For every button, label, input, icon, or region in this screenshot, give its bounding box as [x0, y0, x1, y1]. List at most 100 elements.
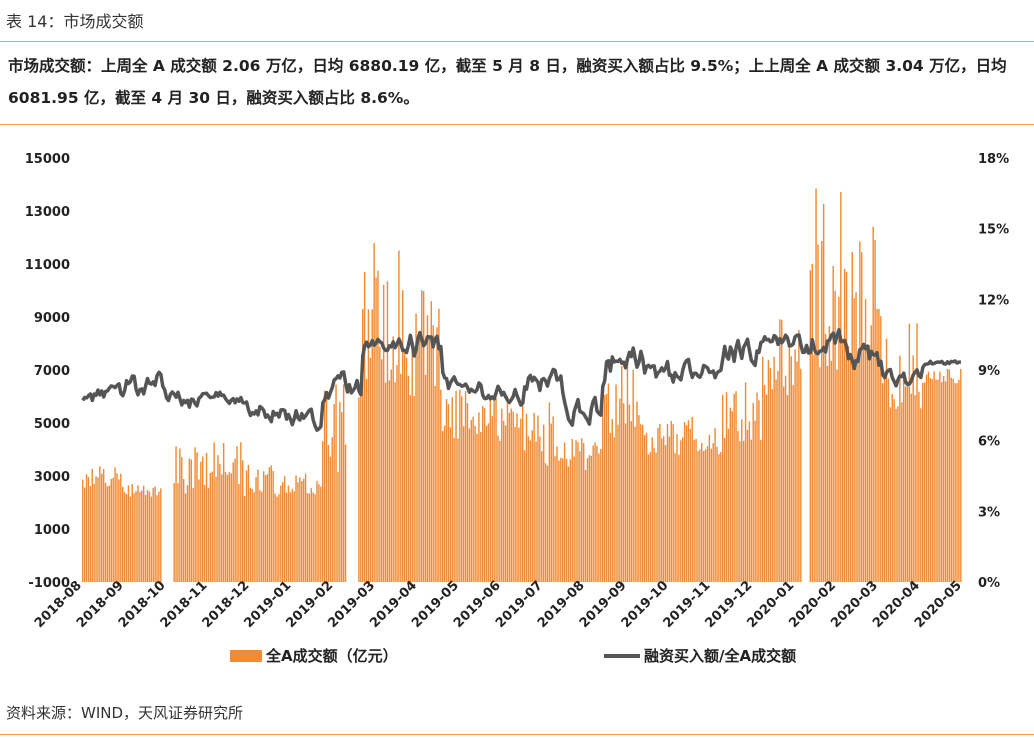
- bar: [575, 440, 577, 582]
- right-tick-label: 0%: [978, 576, 1000, 591]
- bar: [453, 437, 455, 582]
- bar: [910, 393, 912, 582]
- bar: [188, 458, 191, 582]
- bar: [396, 365, 398, 582]
- bar: [784, 375, 787, 582]
- bar: [870, 325, 872, 582]
- bar: [636, 401, 638, 582]
- bar: [605, 393, 608, 582]
- bar: [282, 482, 284, 582]
- divider-top: [0, 41, 1034, 42]
- bar: [653, 447, 655, 582]
- chart-area: -1000 1000 3000 5000 7000 9000 11000 13000 15000…: [0, 128, 1034, 688]
- bar: [209, 472, 212, 582]
- bar: [379, 346, 381, 582]
- bar: [851, 252, 853, 583]
- bar: [927, 371, 930, 582]
- bar: [245, 470, 248, 582]
- bar: [331, 437, 333, 582]
- bar: [762, 356, 764, 582]
- left-tick-label: -1000: [28, 576, 70, 591]
- bar: [914, 395, 916, 582]
- bar: [645, 432, 648, 582]
- bar: [659, 423, 661, 582]
- bar: [798, 329, 800, 582]
- bar: [821, 241, 823, 582]
- bar: [594, 442, 596, 582]
- bar: [291, 489, 293, 582]
- bar: [156, 495, 158, 582]
- bar: [222, 443, 225, 582]
- bar: [102, 468, 105, 582]
- bar: [596, 445, 598, 582]
- x-axis-labels: 2018-082018-092018-102018-112018-122019-…: [32, 578, 965, 631]
- bar: [264, 475, 267, 582]
- bar: [598, 453, 600, 582]
- legend-line-label: 融资买入额/全A成交额: [644, 647, 796, 665]
- bar: [411, 348, 413, 582]
- bar: [682, 437, 684, 582]
- bar: [424, 374, 427, 582]
- bar: [897, 406, 899, 582]
- line-series: [81, 328, 961, 432]
- bar: [428, 336, 431, 582]
- bar: [714, 428, 716, 582]
- bar: [489, 396, 492, 582]
- bar: [779, 319, 781, 582]
- bar: [392, 336, 394, 582]
- bar: [504, 425, 507, 582]
- bar: [344, 444, 347, 582]
- bar: [373, 243, 375, 583]
- bar: [468, 428, 471, 582]
- bar: [727, 428, 730, 582]
- bar: [882, 383, 884, 582]
- bar: [449, 427, 452, 582]
- bar: [535, 441, 537, 582]
- bar: [142, 485, 145, 582]
- bar: [651, 437, 653, 582]
- bar: [760, 439, 762, 582]
- bar: [398, 250, 400, 582]
- bar: [238, 483, 240, 582]
- bar: [417, 341, 419, 582]
- bar: [672, 424, 674, 582]
- bar: [184, 493, 187, 582]
- bar: [457, 438, 459, 582]
- bar: [278, 494, 280, 582]
- bar: [621, 365, 623, 582]
- bar: [259, 490, 261, 582]
- bar: [931, 379, 933, 582]
- bar: [920, 408, 922, 582]
- bar: [792, 385, 794, 582]
- bar: [255, 477, 257, 582]
- legend-bar-label: 全A成交额（亿元）: [265, 647, 398, 665]
- source-note: 资料来源：WIND，天风证券研究所: [6, 704, 244, 722]
- bar: [611, 419, 613, 582]
- bar: [99, 466, 101, 582]
- bar: [219, 464, 221, 582]
- bar: [308, 493, 311, 582]
- bar: [904, 386, 907, 582]
- bar: [901, 402, 903, 582]
- bar: [314, 494, 316, 582]
- bar: [756, 392, 758, 582]
- bar: [891, 394, 893, 582]
- bar: [939, 371, 941, 582]
- bar: [567, 466, 570, 582]
- table-title: 表 14：市场成交额: [6, 12, 144, 31]
- bar: [922, 382, 924, 582]
- bar: [729, 407, 732, 582]
- bar: [558, 460, 560, 582]
- bar: [413, 396, 415, 582]
- bar: [800, 368, 802, 582]
- bar: [137, 485, 139, 582]
- bar: [362, 309, 364, 582]
- bar: [274, 493, 276, 582]
- bar: [312, 492, 314, 582]
- bar: [666, 424, 669, 582]
- bar: [822, 204, 825, 582]
- bar: [626, 362, 629, 582]
- bar: [775, 379, 777, 582]
- bar: [933, 371, 935, 582]
- bar: [862, 346, 865, 582]
